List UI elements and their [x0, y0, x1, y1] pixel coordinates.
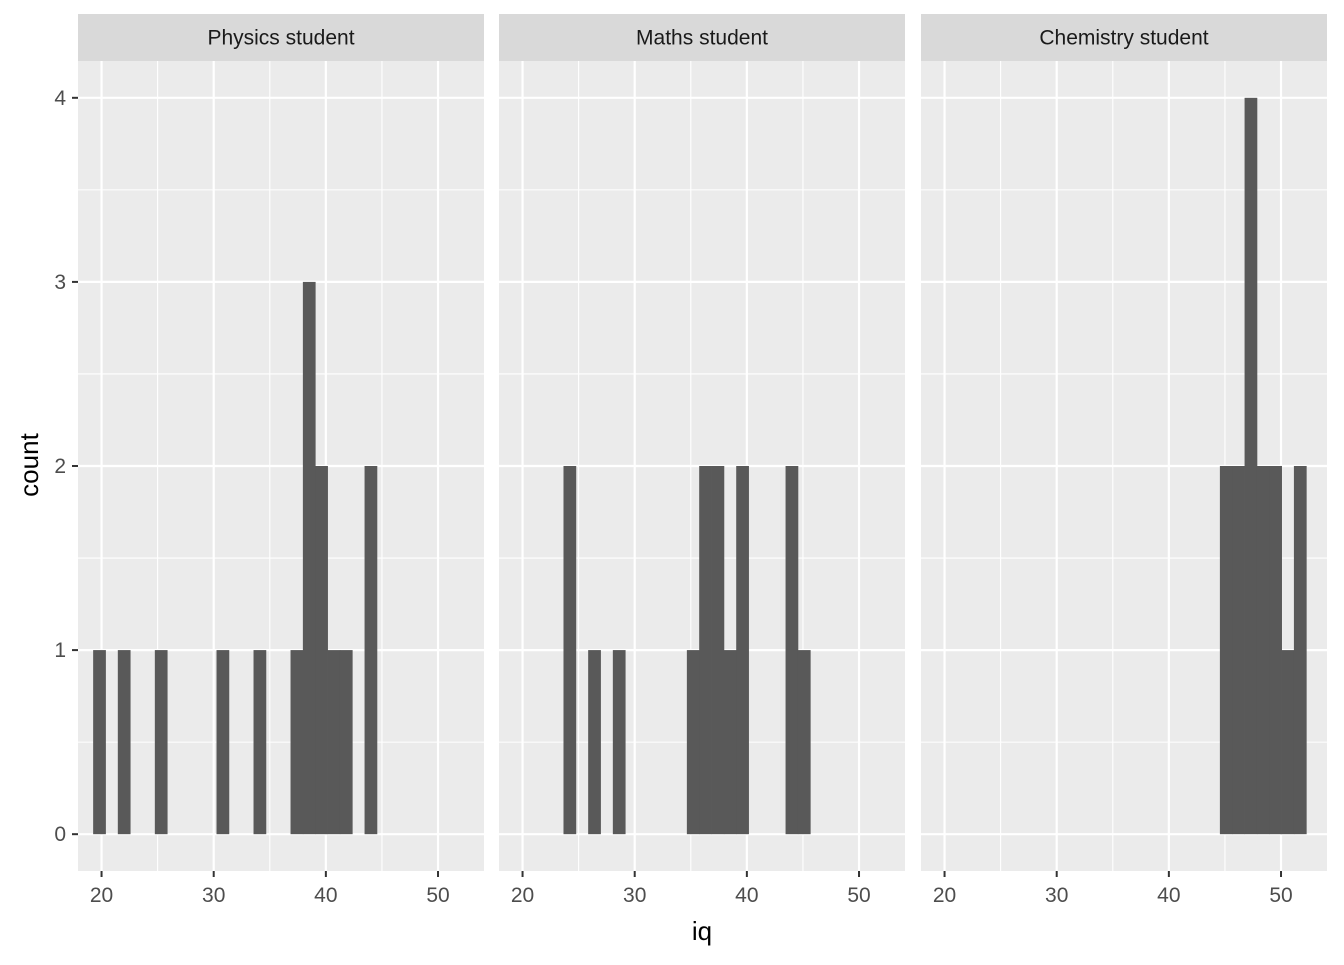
- x-tick-label: 50: [426, 884, 449, 907]
- histogram-bar: [612, 650, 626, 835]
- x-tick-label: 40: [735, 884, 758, 907]
- axes-layer: 20 30 40 50 20 30 40 50 20 30 40 50 0 1 2 3 4: [54, 87, 1292, 907]
- histogram-bar: [339, 650, 353, 835]
- histogram-bar: [588, 650, 601, 835]
- facet-panel: Maths student: [499, 14, 905, 871]
- histogram-bar: [736, 466, 749, 835]
- histogram-bar: [1244, 97, 1258, 835]
- histogram-bar: [154, 650, 168, 835]
- facet-strip-label: Maths student: [636, 27, 768, 50]
- histogram-bar: [117, 650, 131, 835]
- facet-strip: [499, 14, 905, 61]
- x-tick-label: 30: [202, 884, 225, 907]
- histogram-bar: [327, 650, 341, 835]
- histogram-bar: [93, 650, 106, 835]
- facet-strip-label: Physics student: [207, 27, 354, 50]
- x-tick-label: 50: [1269, 884, 1292, 907]
- histogram-bar: [1281, 650, 1295, 835]
- histogram-bar: [711, 466, 725, 835]
- x-tick-label: 20: [90, 884, 113, 907]
- histogram-bar: [723, 650, 737, 835]
- histogram-bar: [699, 466, 712, 835]
- y-axis-title: count: [14, 432, 44, 496]
- histogram-bar: [1232, 466, 1245, 835]
- x-tick-label: 30: [1045, 884, 1068, 907]
- y-tick-label: 2: [54, 455, 66, 478]
- y-tick-label: 4: [54, 87, 66, 110]
- y-tick-label: 3: [54, 271, 66, 294]
- y-tick-label: 0: [54, 823, 66, 846]
- facet-panel: Physics student: [78, 14, 484, 871]
- x-tick-label: 40: [314, 884, 337, 907]
- histogram-bar: [1256, 466, 1270, 835]
- x-tick-label: 40: [1157, 884, 1180, 907]
- histogram-bar: [686, 650, 700, 835]
- histogram-bar: [364, 466, 378, 835]
- histogram-bar: [315, 466, 328, 835]
- histogram-bar: [785, 466, 799, 835]
- x-axis-title: iq: [692, 916, 712, 946]
- histogram-bar: [290, 650, 304, 835]
- facet-strip: [78, 14, 484, 61]
- histogram-bar: [797, 650, 811, 835]
- histogram-bar: [563, 466, 577, 835]
- histogram-bar: [1293, 466, 1307, 835]
- x-tick-label: 50: [847, 884, 870, 907]
- x-tick-label: 20: [511, 884, 534, 907]
- histogram-bar: [1269, 466, 1282, 835]
- histogram-bar: [216, 650, 230, 835]
- histogram-bar: [1219, 466, 1233, 835]
- histogram-bar: [253, 650, 267, 835]
- y-tick-label: 1: [54, 639, 66, 662]
- facet-strip: [921, 14, 1327, 61]
- facet-strip-label: Chemistry student: [1039, 27, 1208, 50]
- x-tick-label: 30: [623, 884, 646, 907]
- facet-panel: Chemistry student: [921, 14, 1327, 871]
- x-tick-label: 20: [933, 884, 956, 907]
- histogram-bar: [302, 281, 316, 835]
- panels-layer: Physics student Maths student Chemistry st…: [78, 14, 1327, 871]
